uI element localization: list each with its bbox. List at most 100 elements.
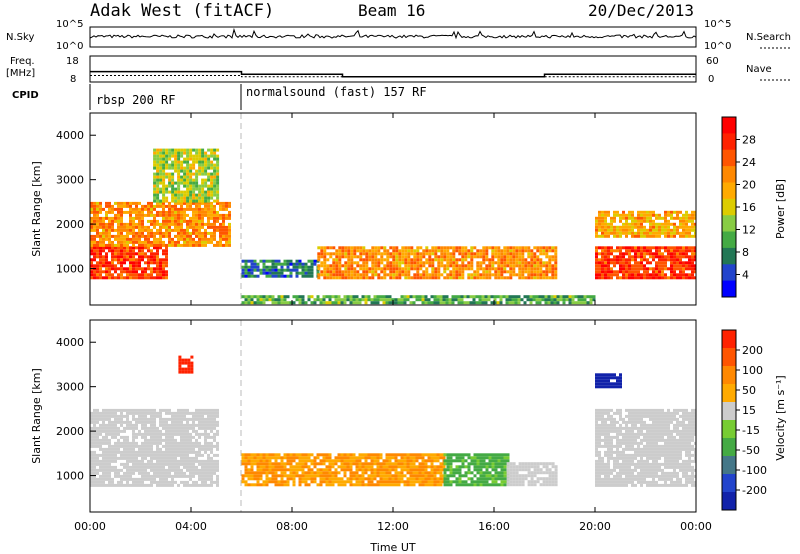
power-cell <box>616 234 619 238</box>
power-cell <box>446 273 450 277</box>
power-cell <box>413 264 417 268</box>
velocity-cell <box>307 453 311 457</box>
power-cell <box>228 222 231 226</box>
velocity-cell <box>174 471 177 475</box>
velocity-cell <box>207 471 210 475</box>
velocity-cell <box>494 471 498 475</box>
power-cell <box>545 267 549 271</box>
power-cell <box>395 273 399 277</box>
velocity-cell <box>147 474 150 478</box>
velocity-cell <box>262 453 266 457</box>
velocity-cell <box>491 462 495 466</box>
power-cell <box>661 252 664 256</box>
power-cell <box>168 231 171 235</box>
velocity-cell <box>126 417 129 421</box>
power-cell <box>640 276 643 280</box>
velocity-cell <box>180 426 183 430</box>
power-cell <box>604 264 607 268</box>
velocity-cell <box>126 414 129 418</box>
power-cell <box>102 240 105 244</box>
power-cell <box>616 225 619 229</box>
power-cell <box>622 267 625 271</box>
power-cell <box>274 259 278 263</box>
power-cell <box>676 210 679 214</box>
power-cell <box>404 261 408 265</box>
velocity-cell <box>147 420 150 424</box>
velocity-cell <box>598 379 601 383</box>
velocity-cell <box>93 471 96 475</box>
velocity-cell <box>174 450 177 454</box>
velocity-cell <box>415 471 419 475</box>
velocity-cell <box>436 468 440 472</box>
power-cell <box>262 295 266 299</box>
velocity-cell <box>171 438 174 442</box>
power-cell <box>334 295 338 299</box>
power-cell <box>186 207 189 211</box>
velocity-cell <box>598 411 601 415</box>
power-cell <box>129 216 132 220</box>
velocity-cell <box>467 477 471 481</box>
velocity-cell <box>186 411 189 415</box>
power-cell <box>331 301 335 305</box>
power-cell <box>298 295 302 299</box>
power-cell <box>637 249 640 253</box>
power-cell <box>156 267 159 271</box>
power-cell <box>428 276 432 280</box>
velocity-cell <box>165 444 168 448</box>
power-cell <box>320 246 324 250</box>
power-cell <box>416 267 420 271</box>
velocity-cell <box>503 471 507 475</box>
velocity-cell <box>385 462 389 466</box>
power-cell <box>159 169 163 173</box>
velocity-cell <box>545 480 549 484</box>
velocity-cell <box>150 474 153 478</box>
power-cell <box>452 267 456 271</box>
power-cell <box>676 213 679 217</box>
velocity-cell <box>467 483 471 487</box>
power-cell <box>216 199 220 203</box>
velocity-cell <box>135 450 138 454</box>
power-cell <box>542 276 546 280</box>
velocity-cell <box>491 465 495 469</box>
velocity-cell <box>607 382 610 386</box>
power-cell <box>228 204 231 208</box>
velocity-cell <box>421 459 425 463</box>
power-cell <box>280 298 284 302</box>
power-cell <box>304 274 308 278</box>
power-cell <box>171 151 175 155</box>
power-cell <box>598 246 601 250</box>
power-cell <box>271 262 275 266</box>
power-cell <box>183 160 187 164</box>
power-cell <box>634 246 637 250</box>
velocity-cell <box>174 438 177 442</box>
power-cell <box>628 249 631 253</box>
power-cell <box>150 222 153 226</box>
power-cell <box>201 219 204 223</box>
power-cell <box>472 298 476 302</box>
power-cell <box>90 228 93 232</box>
power-cell <box>440 273 444 277</box>
power-cell <box>598 276 601 280</box>
velocity-cell <box>343 474 347 478</box>
power-cell <box>126 204 129 208</box>
velocity-cell <box>271 453 275 457</box>
power-cell <box>216 216 219 220</box>
power-cell <box>186 222 189 226</box>
power-cell <box>186 204 189 208</box>
power-cell <box>295 262 299 266</box>
power-cell <box>147 243 150 247</box>
power-cell <box>616 210 619 214</box>
power-cell <box>186 181 190 185</box>
velocity-cell <box>301 480 305 484</box>
velocity-cell <box>99 438 102 442</box>
power-cell <box>655 261 658 265</box>
power-cell <box>271 271 275 275</box>
power-cell <box>490 301 494 305</box>
velocity-cell <box>497 471 501 475</box>
velocity-cell <box>292 477 296 481</box>
velocity-cell <box>96 426 99 430</box>
velocity-cell <box>247 453 251 457</box>
power-cell <box>201 169 205 173</box>
power-cell <box>114 264 117 268</box>
